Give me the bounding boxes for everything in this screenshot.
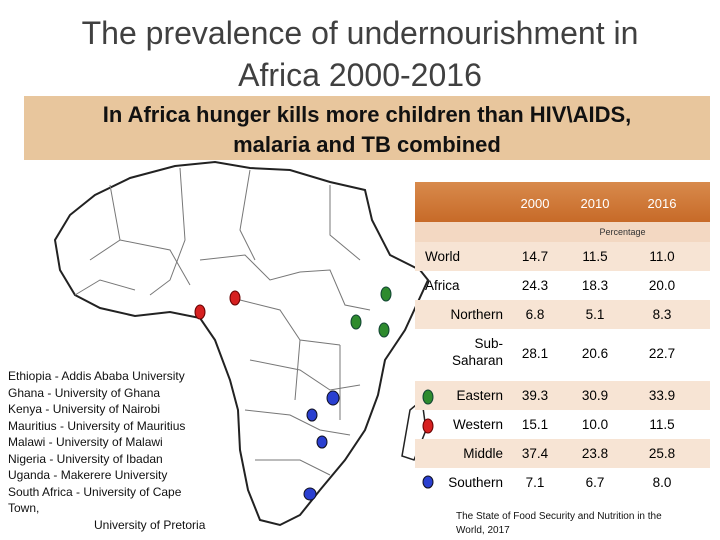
region-marker-legend [422, 389, 434, 489]
cell-value: 11.5 [649, 417, 675, 432]
marker-ethiopia [380, 286, 392, 302]
africa-outline [53, 160, 430, 527]
slide-title: The prevalence of undernourishment in Af… [0, 12, 720, 96]
eastern-marker-icon [422, 389, 434, 405]
university-item: Town, [8, 501, 40, 515]
cell-value: 11.0 [649, 249, 675, 264]
column-header: 2000 [520, 196, 550, 211]
cell-value: 20.0 [648, 278, 676, 293]
cell-value: 23.8 [581, 446, 609, 461]
marker-ghana [194, 304, 206, 320]
row-label: Middle [463, 446, 503, 461]
cell-value: 7.1 [525, 475, 545, 490]
marker-pretoria [316, 435, 328, 449]
row-label-line-2: Saharan [451, 353, 503, 368]
university-item: University of Pretoria [94, 517, 206, 532]
marker-malawi [326, 390, 340, 406]
table-row: Sub- Saharan 28.1 20.6 22.7 [415, 329, 710, 381]
column-header: 2010 [580, 196, 610, 211]
university-item: Uganda - Makerere University [8, 468, 168, 482]
cell-value: 11.5 [582, 249, 608, 264]
cell-value: 8.0 [652, 475, 672, 490]
row-label: Africa [425, 278, 460, 293]
banner-line-2: malaria and TB combined [233, 132, 501, 157]
table-header: 2000 2010 2016 [415, 182, 710, 222]
university-item: Kenya - University of Nairobi [8, 402, 161, 416]
cell-value: 39.3 [521, 388, 549, 403]
university-item: Mauritius - University of Mauritius [8, 418, 186, 433]
cell-value: 6.8 [525, 307, 545, 322]
column-header: 2016 [647, 196, 677, 211]
table-row: World 14.7 11.5 11.0 [415, 242, 710, 271]
marker-kenya [378, 322, 390, 338]
row-label-line-1: Sub- [474, 336, 503, 351]
undernourishment-table: 2000 2010 2016 Percentage World 14.7 11.… [415, 182, 710, 496]
university-item: Ghana - University of Ghana [8, 385, 161, 400]
cell-value: 28.1 [521, 346, 549, 361]
western-marker-icon [422, 418, 434, 434]
university-item: Malawi - University of Malawi [8, 435, 163, 449]
table-row: Western 15.1 10.0 11.5 [415, 410, 710, 439]
table-row: Northern 6.8 5.1 8.3 [415, 300, 710, 329]
country-borders [74, 167, 371, 476]
banner-line-1: In Africa hunger kills more children tha… [102, 102, 632, 127]
cell-value: 33.9 [648, 388, 676, 403]
cell-value: 14.7 [521, 249, 549, 264]
cell-value: 25.8 [648, 446, 676, 461]
row-label: Western [452, 417, 503, 432]
marker-nigeria [229, 290, 241, 306]
cell-value: 18.3 [581, 278, 609, 293]
row-label: World [425, 249, 461, 264]
marker-cape-town [303, 487, 317, 501]
cell-value: 20.6 [581, 346, 609, 361]
marker-mauritius [306, 408, 318, 422]
table-row: Eastern 39.3 30.9 33.9 [415, 381, 710, 410]
table-row: Africa 24.3 18.3 20.0 [415, 271, 710, 300]
marker-uganda [350, 314, 362, 330]
slide-title-line-1: The prevalence of undernourishment in [81, 15, 639, 51]
university-item: Ethiopia - Addis Ababa University [8, 369, 185, 383]
university-list: Ethiopia - Addis Ababa University Ghana … [8, 368, 228, 533]
table-row: Southern 7.1 6.7 8.0 [415, 468, 710, 497]
cell-value: 6.7 [585, 475, 605, 490]
row-label: Northern [450, 307, 503, 322]
table-row: Middle 37.4 23.8 25.8 [415, 439, 710, 468]
row-label: Eastern [456, 388, 503, 403]
cell-value: 10.0 [581, 417, 609, 432]
row-label: Southern [448, 475, 503, 490]
unit-label: Percentage [415, 222, 710, 242]
source-line-1: The State of Food Security and Nutrition… [456, 511, 662, 522]
southern-marker-icon [422, 475, 434, 489]
slide-title-line-2: Africa 2000-2016 [238, 57, 482, 93]
cell-value: 22.7 [648, 346, 676, 361]
subtitle-banner: In Africa hunger kills more children tha… [24, 96, 710, 160]
university-item: South Africa - University of Cape [8, 484, 182, 499]
source-line-2: World, 2017 [456, 525, 510, 536]
row-label: Sub- Saharan [415, 335, 503, 369]
cell-value: 37.4 [521, 446, 549, 461]
cell-value: 5.1 [585, 307, 605, 322]
university-item: Nigeria - University of Ibadan [8, 451, 163, 466]
cell-value: 8.3 [652, 307, 672, 322]
source-citation: The State of Food Security and Nutrition… [456, 510, 706, 538]
cell-value: 24.3 [521, 278, 549, 293]
cell-value: 15.1 [521, 417, 549, 432]
cell-value: 30.9 [581, 388, 609, 403]
